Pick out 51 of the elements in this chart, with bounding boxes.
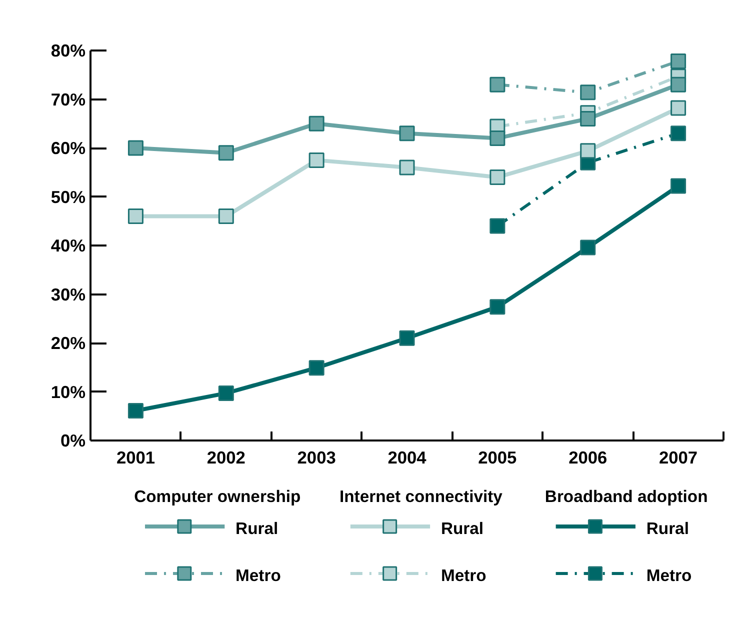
legend-label: Rural — [236, 519, 278, 538]
point — [670, 126, 686, 142]
y-tick-label: 10% — [50, 382, 86, 402]
point — [218, 385, 234, 401]
point — [580, 143, 596, 159]
x-tick-label: 2007 — [659, 448, 698, 468]
y-tick-label: 20% — [50, 333, 86, 353]
x-tick-label: 2002 — [206, 448, 246, 468]
point — [580, 240, 596, 256]
legend-label: Metro — [646, 566, 692, 585]
point — [128, 208, 144, 224]
point — [580, 84, 596, 100]
point — [490, 299, 506, 315]
point — [218, 208, 234, 224]
point — [490, 76, 506, 92]
legend-label: Metro — [236, 566, 281, 585]
legend-label: Rural — [440, 519, 484, 538]
text: Broadband adoption — [544, 487, 708, 506]
point — [580, 111, 596, 126]
legend-label: Metro — [440, 566, 486, 585]
y-tick-label: 30% — [50, 284, 86, 304]
point — [128, 140, 144, 156]
point — [308, 360, 324, 376]
point — [399, 126, 415, 142]
point — [308, 116, 324, 132]
x-tick-label: 2003 — [297, 448, 336, 468]
text: Computer ownership — [134, 487, 301, 506]
y-tick-label: 60% — [50, 138, 86, 158]
y-tick-label: 0% — [60, 430, 86, 450]
point — [399, 160, 415, 176]
legend-label: Rural — [646, 519, 689, 538]
x-tick-label: 2005 — [478, 448, 518, 468]
point — [128, 403, 144, 419]
y-tick-label: 70% — [50, 89, 86, 110]
point — [670, 53, 686, 69]
point — [490, 170, 506, 185]
point — [399, 330, 415, 346]
point — [308, 152, 324, 168]
point — [670, 76, 686, 92]
point — [670, 100, 686, 116]
y-tick-label: 40% — [50, 236, 86, 256]
point — [670, 178, 686, 194]
point — [490, 218, 506, 234]
text: Internet connectivity — [340, 487, 504, 506]
y-tick-label: 50% — [50, 186, 86, 207]
x-tick-label: 2004 — [388, 448, 427, 468]
point — [218, 145, 234, 161]
y-tick-label: 80% — [50, 40, 86, 60]
x-tick-label: 2001 — [116, 448, 156, 468]
x-tick-label: 2006 — [568, 448, 608, 468]
point — [490, 130, 506, 146]
